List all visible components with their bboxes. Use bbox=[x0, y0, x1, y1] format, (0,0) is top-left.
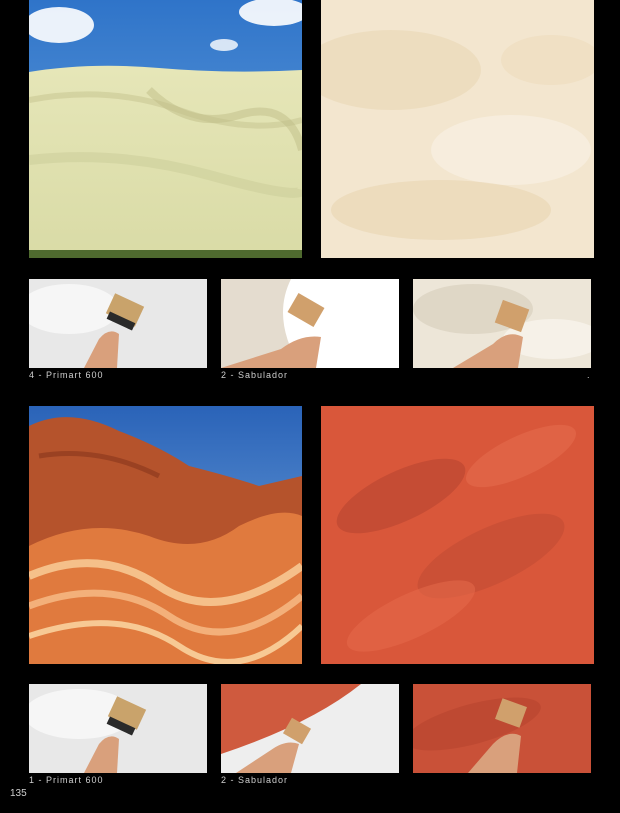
step-photo-sabulador bbox=[221, 684, 399, 773]
step-caption: . bbox=[587, 370, 591, 380]
landscape-hills-photo bbox=[29, 0, 302, 258]
step-photo-primer-brush bbox=[29, 279, 207, 368]
step-caption: 4 - Primart 600 bbox=[29, 370, 104, 380]
step-photo-finish bbox=[413, 279, 591, 368]
sand-texture-swatch bbox=[321, 0, 594, 258]
page-number: 135 bbox=[10, 788, 27, 799]
step-caption: 2 - Sabulador bbox=[221, 370, 289, 380]
canyon-wave-photo bbox=[29, 406, 302, 664]
step-caption: 2 - Sabulador bbox=[221, 775, 289, 785]
step-photo-primer-brush bbox=[29, 684, 207, 773]
step-caption: 1 - Primart 600 bbox=[29, 775, 104, 785]
step-photo-sabulador bbox=[221, 279, 399, 368]
red-texture-swatch bbox=[321, 406, 594, 664]
step-photo-finish bbox=[413, 684, 591, 773]
